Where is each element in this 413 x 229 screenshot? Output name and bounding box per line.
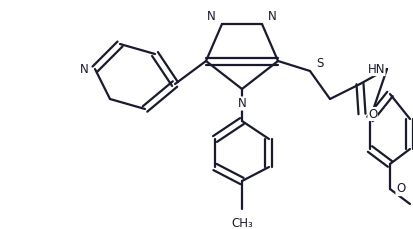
Text: N: N — [80, 63, 89, 76]
Text: N: N — [207, 9, 216, 22]
Text: HN: HN — [367, 63, 384, 76]
Text: CH₃: CH₃ — [230, 217, 252, 229]
Text: N: N — [237, 97, 246, 110]
Text: O: O — [395, 183, 404, 196]
Text: N: N — [267, 9, 276, 22]
Text: S: S — [315, 57, 323, 69]
Text: O: O — [367, 107, 376, 120]
